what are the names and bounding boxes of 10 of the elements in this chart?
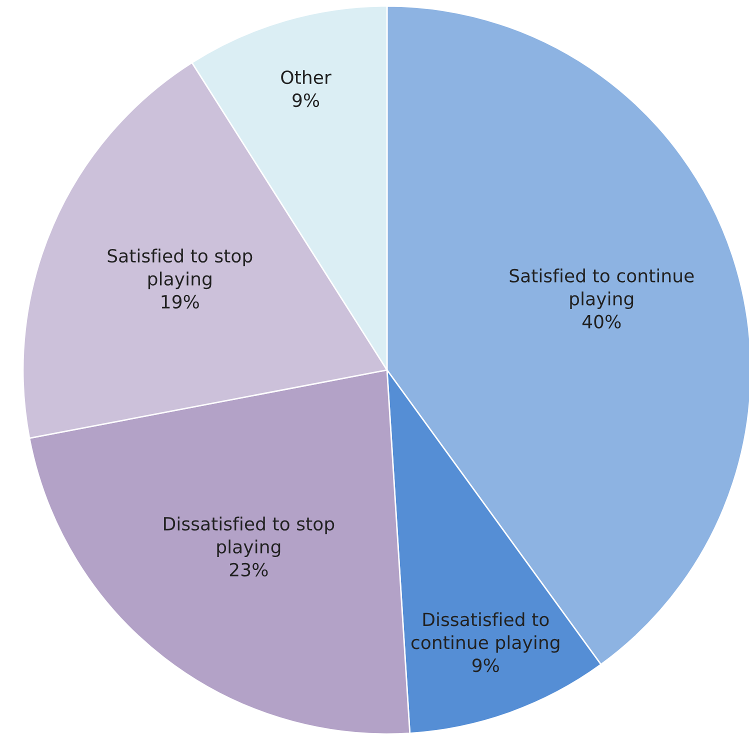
slice-label: Other	[281, 70, 332, 84]
slice-label: Satisfied to continue playing	[510, 268, 694, 309]
data-label: 9%	[472, 658, 499, 672]
data-label: 23%	[230, 562, 268, 577]
slice-label: Satisfied to stop playing	[108, 248, 252, 290]
slice-label: Dissatisfied to stop playing	[164, 516, 334, 558]
data-label: 19%	[162, 294, 199, 309]
data-label: 9%	[292, 93, 320, 108]
slice-label: Dissatisfied to continue playing	[411, 612, 560, 653]
data-label: 40%	[582, 314, 621, 328]
